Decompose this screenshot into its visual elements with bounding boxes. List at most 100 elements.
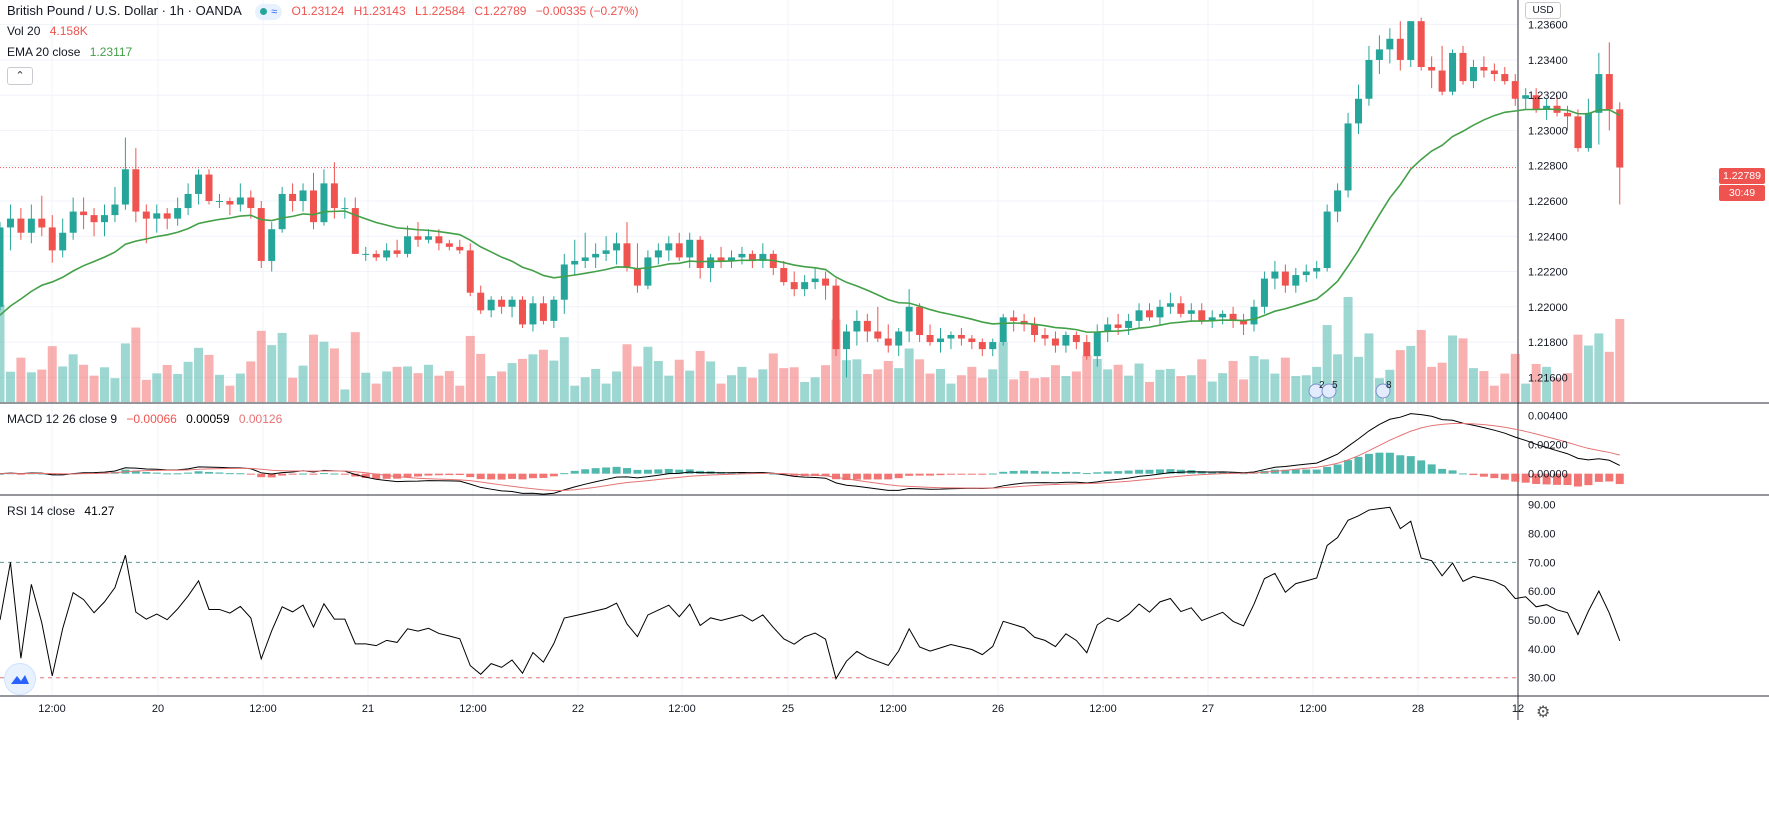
volume-bar	[1594, 333, 1604, 402]
rsi-tick-label: 60.00	[1528, 586, 1556, 598]
economic-event-icon	[1321, 383, 1337, 399]
macd-histogram-bar	[894, 473, 903, 479]
volume-bar	[1207, 381, 1217, 402]
settings-gear-icon[interactable]: ⚙	[1536, 704, 1551, 721]
volume-bar	[1333, 354, 1343, 402]
volume-bar	[643, 346, 653, 402]
candle-body	[1522, 95, 1530, 99]
candle-body	[1062, 335, 1070, 346]
candle-body	[1564, 112, 1571, 117]
candle-body	[1344, 123, 1352, 191]
candle-body	[351, 208, 359, 254]
macd-histogram-bar	[361, 473, 370, 478]
candle-body	[27, 218, 35, 233]
volume-bar	[5, 371, 15, 402]
volume-bar	[371, 383, 381, 402]
volume-bar	[340, 389, 350, 402]
candle-body	[414, 236, 422, 240]
candle-body	[947, 335, 955, 339]
candle-body	[1375, 49, 1383, 60]
candle-body	[602, 250, 610, 254]
volume-bar	[476, 353, 486, 402]
candle-body	[1428, 67, 1436, 71]
macd-histogram-bar	[1563, 473, 1572, 486]
volume-legend[interactable]: Vol 20 4.158K	[7, 24, 94, 38]
macd-histogram-bar	[1030, 470, 1039, 474]
candle-body	[717, 257, 725, 261]
macd-histogram-bar	[309, 473, 318, 475]
volume-bar	[1583, 345, 1593, 402]
time-tick-label: 12:00	[1089, 703, 1117, 715]
macd-histogram-bar	[539, 473, 548, 478]
volume-bar	[1437, 362, 1447, 402]
macd-histogram-bar	[581, 469, 590, 474]
volume-bar	[319, 341, 329, 402]
candle-body	[1104, 324, 1112, 332]
volume-bar	[1239, 379, 1249, 402]
macd-histogram-bar	[48, 473, 57, 475]
volume-bar	[956, 375, 966, 402]
candle-body	[644, 257, 652, 286]
macd-label: MACD 12 26 close 9	[7, 412, 118, 426]
candle-body	[310, 190, 317, 223]
volume-bar	[246, 361, 256, 402]
candle-body	[1469, 67, 1477, 82]
currency-button[interactable]: USD	[1525, 2, 1561, 19]
price-tick-label: 1.22000	[1528, 302, 1568, 314]
macd-histogram-bar	[236, 473, 245, 475]
macd-histogram-bar	[508, 473, 517, 479]
candle-body	[132, 169, 140, 212]
ohlc-open: O1.23124	[291, 4, 345, 18]
volume-bar	[601, 383, 611, 402]
volume-bar	[653, 361, 663, 402]
macd-histogram-bar	[152, 472, 161, 474]
macd-histogram-bar	[194, 471, 203, 474]
candle-body	[916, 306, 924, 335]
candle-body	[205, 174, 213, 201]
data-source-button[interactable]: ≈	[255, 3, 283, 20]
macd-histogram-bar	[487, 473, 496, 480]
macd-histogram-bar	[591, 468, 600, 474]
ohlc-low: L1.22584	[415, 4, 466, 18]
volume-bar	[1270, 373, 1280, 402]
candle-body	[707, 257, 715, 268]
candle-body	[1302, 271, 1310, 276]
macd-histogram-bar	[936, 473, 945, 476]
rsi-tick-label: 30.00	[1528, 673, 1556, 685]
macd-histogram-bar	[623, 468, 631, 474]
volume-bar	[977, 377, 987, 402]
collapse-legend-button[interactable]: ⌃	[7, 67, 33, 85]
macd-histogram-bar	[1594, 473, 1603, 482]
macd-histogram-bar	[246, 473, 255, 475]
macd-signal-line	[0, 422, 1620, 492]
volume-bar	[1395, 350, 1405, 402]
volume-bar	[538, 349, 548, 402]
candle-body	[790, 282, 798, 290]
ohlc-high: H1.23143	[353, 4, 406, 18]
candle-body	[592, 253, 600, 258]
candle-body	[477, 292, 485, 311]
volume-bar	[549, 360, 559, 402]
volume-bar	[758, 369, 768, 402]
ema-legend[interactable]: EMA 20 close 1.23117	[7, 45, 138, 59]
candle-body	[498, 299, 506, 307]
volume-bar	[1145, 381, 1154, 402]
volume-bar	[988, 369, 998, 402]
macd-histogram-bar	[1364, 453, 1373, 474]
volume-bar	[1552, 377, 1562, 402]
candle-body	[1407, 21, 1415, 60]
candle-body	[560, 264, 568, 300]
volume-bar	[0, 304, 5, 402]
candle-body	[362, 253, 370, 255]
chart-header: British Pound / U.S. Dollar · 1h · OANDA…	[7, 3, 645, 20]
volume-bar	[779, 368, 789, 402]
volume-bar	[152, 373, 162, 402]
rsi-legend[interactable]: RSI 14 close 41.27	[7, 504, 120, 518]
volume-bar	[183, 361, 193, 402]
macd-legend[interactable]: MACD 12 26 close 9 −0.00066 0.00059 0.00…	[7, 412, 288, 426]
macd-histogram-bar	[1615, 473, 1624, 485]
candle-body	[1323, 211, 1331, 268]
volume-bar	[528, 354, 538, 402]
tradingview-logo-icon[interactable]	[4, 663, 36, 695]
